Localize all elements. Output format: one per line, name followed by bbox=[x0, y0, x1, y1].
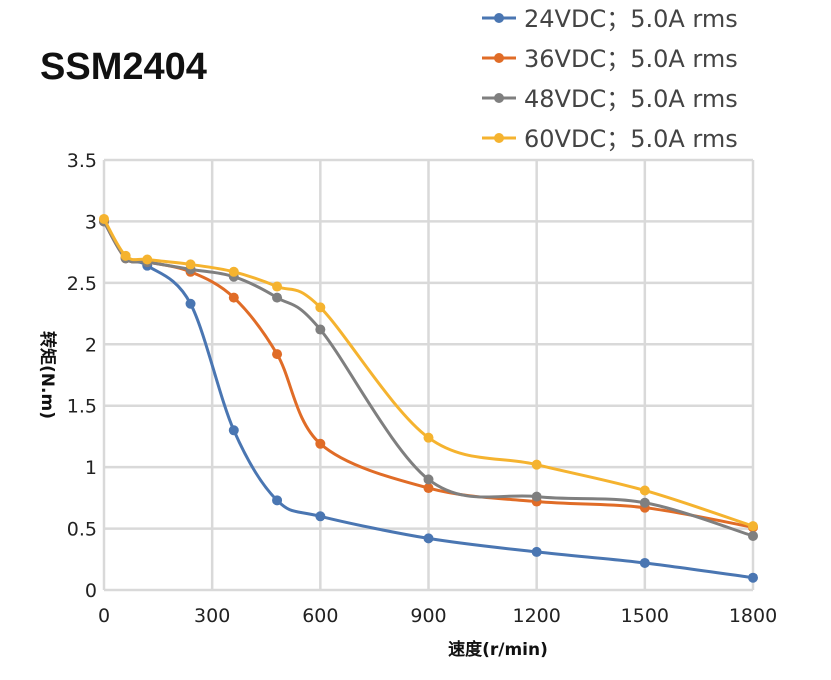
data-point bbox=[228, 425, 239, 436]
y-tick-label: 2.5 bbox=[67, 273, 97, 295]
x-tick-label: 900 bbox=[410, 605, 446, 627]
data-point bbox=[185, 259, 196, 270]
data-point bbox=[99, 213, 109, 224]
legend-label: 48VDC；5.0A rms bbox=[524, 85, 738, 113]
chart-title: SSM2404 bbox=[40, 46, 207, 88]
data-point bbox=[272, 292, 283, 303]
legend-item: 24VDC；5.0A rms bbox=[482, 5, 738, 33]
data-point bbox=[120, 250, 131, 261]
data-point bbox=[315, 324, 326, 335]
x-axis-label: 速度(r/min) bbox=[448, 639, 548, 660]
series-3 bbox=[99, 213, 758, 532]
data-point bbox=[272, 495, 283, 506]
data-point bbox=[423, 474, 434, 485]
data-point bbox=[748, 572, 758, 583]
legend-marker bbox=[494, 133, 504, 143]
x-tick-label: 1500 bbox=[621, 605, 669, 627]
y-tick-label: 0.5 bbox=[67, 519, 97, 541]
data-point bbox=[639, 485, 650, 496]
y-axis-label: 转矩(N.m) bbox=[37, 331, 58, 419]
x-tick-label: 300 bbox=[194, 605, 230, 627]
legend-marker bbox=[494, 13, 504, 23]
x-tick-label: 1800 bbox=[729, 605, 777, 627]
legend-item: 36VDC；5.0A rms bbox=[482, 45, 738, 73]
legend-marker bbox=[494, 93, 504, 103]
data-point bbox=[748, 521, 758, 532]
x-tick-label: 1200 bbox=[512, 605, 560, 627]
legend-label: 60VDC；5.0A rms bbox=[524, 125, 738, 153]
y-tick-label: 0 bbox=[85, 580, 97, 602]
x-tick-label: 600 bbox=[302, 605, 338, 627]
data-point bbox=[272, 349, 283, 360]
data-point bbox=[142, 254, 153, 265]
legend-label: 24VDC；5.0A rms bbox=[524, 5, 738, 33]
y-tick-label: 3.5 bbox=[67, 150, 97, 172]
data-point bbox=[228, 266, 239, 277]
data-point bbox=[315, 511, 326, 522]
data-point bbox=[228, 292, 239, 303]
y-tick-label: 2 bbox=[85, 334, 97, 356]
y-tick-label: 3 bbox=[85, 211, 97, 233]
data-point bbox=[315, 302, 326, 313]
legend-label: 36VDC；5.0A rms bbox=[524, 45, 738, 73]
data-point bbox=[423, 533, 434, 544]
y-tick-label: 1.5 bbox=[67, 396, 97, 418]
data-point bbox=[639, 497, 650, 508]
data-point bbox=[639, 557, 650, 568]
data-point bbox=[531, 491, 542, 502]
y-tick-label: 1 bbox=[85, 457, 97, 479]
data-point bbox=[531, 459, 542, 470]
x-tick-label: 0 bbox=[98, 605, 110, 627]
legend-item: 48VDC；5.0A rms bbox=[482, 85, 738, 113]
data-point bbox=[748, 530, 758, 541]
data-point bbox=[315, 438, 326, 449]
data-point bbox=[185, 298, 196, 309]
data-point bbox=[423, 483, 434, 494]
legend-marker bbox=[494, 53, 504, 63]
legend-item: 60VDC；5.0A rms bbox=[482, 125, 738, 153]
data-point bbox=[531, 546, 542, 557]
data-point bbox=[272, 281, 283, 292]
data-point bbox=[423, 432, 434, 443]
